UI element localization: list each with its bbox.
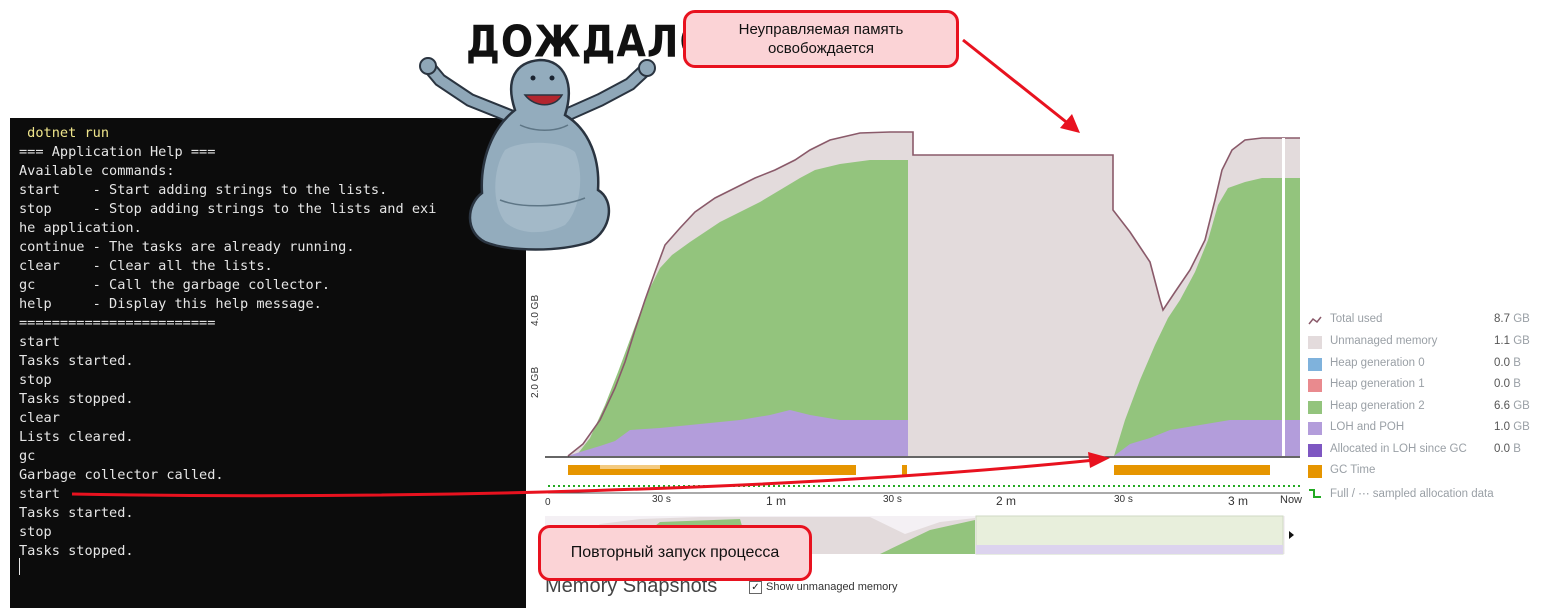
legend-heap-gen1[interactable]: Heap generation 1 0.0 B bbox=[1308, 377, 1538, 395]
legend-label: Unmanaged memory bbox=[1330, 335, 1438, 347]
legend-heap-gen0[interactable]: Heap generation 0 0.0 B bbox=[1308, 356, 1538, 374]
x-tick-label: 30 s bbox=[1114, 494, 1133, 505]
legend-heap-gen2[interactable]: Heap generation 2 6.6 GB bbox=[1308, 399, 1538, 417]
area-swatch-icon bbox=[1308, 444, 1322, 457]
terminal-window[interactable]: dotnet run === Application Help === Avai… bbox=[10, 118, 530, 608]
terminal-line: === Application Help === bbox=[19, 144, 216, 160]
legend-label: Heap generation 1 bbox=[1330, 378, 1425, 390]
legend-loh-poh[interactable]: LOH and POH 1.0 GB bbox=[1308, 420, 1538, 438]
legend-value: 8.7 GB bbox=[1494, 313, 1530, 325]
terminal-line: stop bbox=[19, 372, 52, 388]
terminal-line: start - Start adding strings to the list… bbox=[19, 182, 388, 198]
legend-sampled-data[interactable]: Full / ⋯ sampled allocation data bbox=[1308, 485, 1538, 503]
terminal-line: stop - Stop adding strings to the lists … bbox=[19, 201, 437, 217]
x-tick-label: Now bbox=[1280, 494, 1303, 506]
dotted-line-icon bbox=[1309, 489, 1321, 498]
terminal-line: Tasks started. bbox=[19, 353, 134, 369]
legend-value: 0.0 B bbox=[1494, 378, 1521, 390]
loh-area-run1 bbox=[568, 410, 908, 456]
area-swatch-icon bbox=[1308, 401, 1322, 414]
total-used-line bbox=[567, 131, 1300, 457]
x-tick-label: 1 m bbox=[766, 494, 787, 508]
terminal-line: dotnet run bbox=[19, 125, 110, 141]
terminal-line: Tasks stopped. bbox=[19, 391, 134, 407]
legend-gc-time[interactable]: GC Time bbox=[1308, 463, 1538, 481]
legend-total-used[interactable]: Total used 8.7 GB bbox=[1308, 312, 1538, 330]
terminal-line: start bbox=[19, 334, 60, 350]
show-unmanaged-checkbox[interactable]: ✓ bbox=[749, 581, 762, 594]
callout-process-restart: Повторный запуск процесса bbox=[538, 525, 812, 581]
terminal-line: Lists cleared. bbox=[19, 429, 134, 445]
area-swatch-icon bbox=[1308, 422, 1322, 435]
area-swatch-icon bbox=[1308, 358, 1322, 371]
area-swatch-icon bbox=[1308, 379, 1322, 392]
legend-label: GC Time bbox=[1330, 464, 1376, 476]
legend-value: 1.0 GB bbox=[1494, 421, 1530, 433]
legend-value: 6.6 GB bbox=[1494, 400, 1530, 412]
gc-time-gap bbox=[600, 465, 660, 469]
overview-selection-purple bbox=[976, 545, 1283, 554]
terminal-line: Tasks stopped. bbox=[19, 543, 134, 559]
gc-time-bar-run2 bbox=[1114, 465, 1270, 475]
terminal-line: clear - Clear all the lists. bbox=[19, 258, 273, 274]
terminal-line: ======================== bbox=[19, 315, 216, 331]
legend-label: Heap generation 2 bbox=[1330, 400, 1425, 412]
now-marker bbox=[1282, 138, 1285, 458]
terminal-line: continue - The tasks are already running… bbox=[19, 239, 355, 255]
legend-unmanaged-memory[interactable]: Unmanaged memory 1.1 GB bbox=[1308, 334, 1538, 352]
callout-unmanaged-released: Неуправляемая память освобождается bbox=[683, 10, 959, 68]
gc-time-bar-small bbox=[902, 465, 907, 475]
legend-value: 1.1 GB bbox=[1494, 335, 1530, 347]
terminal-line: he application. bbox=[19, 220, 142, 236]
terminal-line: gc - Call the garbage collector. bbox=[19, 277, 330, 293]
terminal-line: gc bbox=[19, 448, 36, 464]
legend-label: Full / ⋯ sampled allocation data bbox=[1330, 488, 1494, 500]
terminal-line: Tasks started. bbox=[19, 505, 134, 521]
legend-label: Total used bbox=[1330, 313, 1383, 325]
legend-value: 0.0 B bbox=[1494, 443, 1521, 455]
gen2-area-run2 bbox=[1114, 178, 1300, 456]
legend-label: LOH and POH bbox=[1330, 421, 1405, 433]
x-tick-label: 0 bbox=[545, 497, 551, 508]
terminal-cursor bbox=[19, 558, 20, 575]
terminal-line: Available commands: bbox=[19, 163, 175, 179]
area-swatch-icon bbox=[1308, 336, 1322, 349]
legend-label: Allocated in LOH since GC bbox=[1330, 443, 1467, 455]
y-tick-label: 4.0 GB bbox=[530, 294, 541, 326]
show-unmanaged-label: Show unmanaged memory bbox=[766, 581, 898, 593]
legend-label: Heap generation 0 bbox=[1330, 357, 1425, 369]
legend-allocated-loh[interactable]: Allocated in LOH since GC 0.0 B bbox=[1308, 442, 1538, 460]
legend-value: 0.0 B bbox=[1494, 357, 1521, 369]
x-tick-label: 30 s bbox=[883, 494, 902, 505]
terminal-line: start bbox=[19, 486, 60, 502]
scroll-right-icon[interactable] bbox=[1289, 531, 1294, 539]
line-icon bbox=[1308, 316, 1322, 325]
terminal-line: clear bbox=[19, 410, 60, 426]
x-tick-label: 30 s bbox=[652, 494, 671, 505]
y-tick-label: 2.0 GB bbox=[530, 366, 541, 398]
loh-area-run2 bbox=[1114, 420, 1300, 456]
terminal-line: help - Display this help message. bbox=[19, 296, 322, 312]
gen2-area-run1 bbox=[576, 160, 908, 456]
x-tick-label: 2 m bbox=[996, 494, 1017, 508]
area-swatch-icon bbox=[1308, 465, 1322, 478]
terminal-line: stop bbox=[19, 524, 52, 540]
x-tick-label: 3 m bbox=[1228, 494, 1249, 508]
